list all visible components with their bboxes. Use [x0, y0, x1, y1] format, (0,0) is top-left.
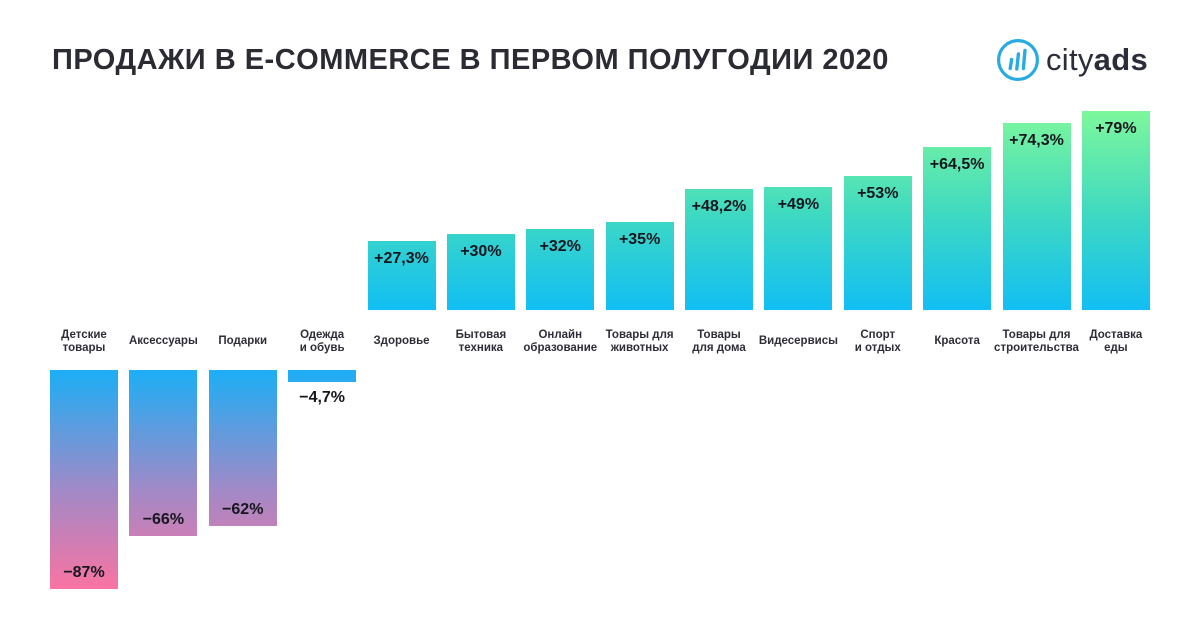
bar-value-label: +79% [1095, 120, 1137, 137]
category-bar[interactable] [50, 370, 118, 589]
category-bar[interactable] [1002, 123, 1071, 310]
bar-chart-circle-icon [996, 39, 1039, 81]
bar-value-label: +48,2% [691, 198, 747, 215]
category-bar[interactable] [288, 370, 357, 382]
bar-value-label: +27,3% [374, 250, 429, 267]
bar-value-label: −66% [142, 511, 185, 528]
page-title: ПРОДАЖИ В E-COMMERCE В ПЕРВОМ ПОЛУГОДИИ … [52, 44, 889, 76]
bar-value-label: +32% [539, 238, 581, 255]
category-label: Спорт и отдых [854, 328, 901, 355]
logo-text-city: city [1045, 42, 1094, 77]
category-label: Аксессуары [128, 335, 198, 348]
bar-value-label: +30% [460, 243, 502, 260]
chart-column: +27,3% Здоровье [367, 0, 436, 630]
bar-value-label: +74,3% [1009, 132, 1064, 149]
category-label: Бытовая техника [455, 328, 507, 355]
category-label: Товары для строительства [994, 328, 1079, 355]
category-bar[interactable] [367, 241, 436, 310]
chart-column: −4,7% Одежда и обувь [288, 0, 357, 630]
chart-column: +49% Видесервисы [759, 0, 838, 630]
logo-wordmark: cityads [1046, 37, 1148, 83]
chart-column: +48,2% Товары для дома [685, 0, 753, 630]
chart-column: +64,5% Красота [923, 0, 992, 630]
category-bar[interactable] [685, 189, 753, 310]
category-bar[interactable] [1081, 111, 1150, 310]
bar-value-label: +64,5% [929, 156, 985, 173]
chart-column: +35% Товары для животных [605, 0, 674, 630]
bar-value-label: +35% [618, 231, 661, 248]
category-bar[interactable] [129, 370, 198, 536]
category-label: Одежда и обувь [299, 328, 345, 355]
chart-column: +32% Онлайн образование [523, 0, 597, 630]
category-label: Подарки [218, 335, 268, 348]
category-bar[interactable] [923, 147, 992, 310]
category-bar[interactable] [446, 234, 515, 310]
chart-column: −66% Аксессуары [129, 0, 198, 630]
bar-value-label: −4,7% [299, 389, 346, 406]
chart-column: +30% Бытовая техника [446, 0, 515, 630]
chart-column: −62% Подарки [208, 0, 277, 630]
category-bar[interactable] [208, 370, 277, 526]
chart-column: +53% Спорт и отдых [843, 0, 912, 630]
category-label: Товары для животных [605, 328, 674, 355]
bar-value-label: −62% [222, 501, 264, 518]
category-label: Детские товары [61, 328, 107, 355]
category-label: Товары для дома [692, 328, 746, 355]
logo-text-ads: ads [1093, 42, 1148, 77]
bar-value-label: +49% [777, 196, 820, 213]
bar-value-label: +53% [857, 185, 899, 202]
category-label: Видесервисы [758, 335, 838, 348]
category-bar[interactable] [526, 229, 595, 310]
category-bar[interactable] [843, 176, 912, 310]
category-label: Красота [934, 335, 980, 348]
bar-chart: −87% Детские товары −66% Аксессуары −62% … [50, 0, 1150, 630]
category-bar[interactable] [605, 222, 674, 310]
cityads-logo: cityads [995, 37, 1148, 83]
category-label: Доставка еды [1089, 328, 1143, 355]
bar-value-label: −87% [63, 564, 105, 581]
category-label: Онлайн образование [523, 328, 598, 355]
chart-column: +79% Доставка еды [1081, 0, 1150, 630]
category-bar[interactable] [764, 187, 833, 310]
chart-column: −87% Детские товары [50, 0, 118, 630]
category-label: Здоровье [373, 335, 430, 348]
chart-column: +74,3% Товары для строительства [994, 0, 1079, 630]
